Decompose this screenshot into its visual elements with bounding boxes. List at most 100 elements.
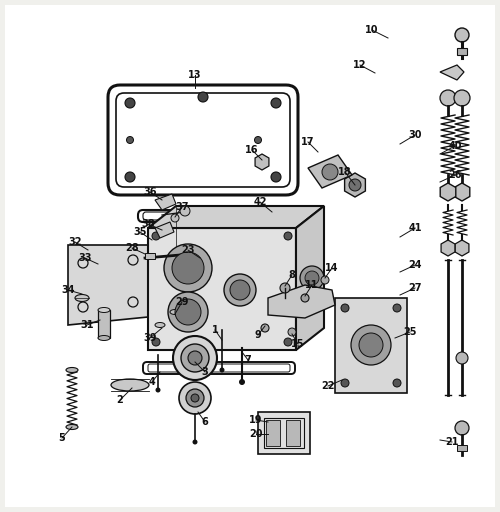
Circle shape — [152, 338, 160, 346]
Circle shape — [454, 90, 470, 106]
Circle shape — [180, 206, 190, 216]
Circle shape — [440, 90, 456, 106]
Text: 18: 18 — [338, 167, 352, 177]
Text: 42: 42 — [254, 197, 267, 207]
Text: 34: 34 — [61, 285, 75, 295]
Circle shape — [284, 232, 292, 240]
Circle shape — [284, 338, 292, 346]
Polygon shape — [255, 154, 269, 170]
Circle shape — [359, 333, 383, 357]
Text: 17: 17 — [301, 137, 315, 147]
Circle shape — [173, 336, 217, 380]
Ellipse shape — [170, 309, 180, 314]
Circle shape — [175, 299, 201, 325]
Text: 24: 24 — [408, 260, 422, 270]
Text: 25: 25 — [403, 327, 417, 337]
Bar — [258, 412, 310, 454]
Circle shape — [322, 164, 338, 180]
Text: 8: 8 — [288, 270, 296, 280]
Ellipse shape — [75, 294, 89, 302]
Ellipse shape — [98, 335, 110, 340]
Ellipse shape — [66, 424, 78, 430]
Circle shape — [125, 98, 135, 108]
Polygon shape — [454, 183, 470, 201]
Text: 5: 5 — [58, 433, 66, 443]
Circle shape — [164, 244, 212, 292]
Bar — [264, 418, 304, 448]
Text: 38: 38 — [141, 219, 155, 229]
Text: 3: 3 — [202, 367, 208, 377]
Text: 11: 11 — [305, 280, 319, 290]
Circle shape — [280, 283, 290, 293]
Circle shape — [125, 172, 135, 182]
Polygon shape — [268, 285, 335, 318]
Circle shape — [254, 137, 262, 143]
Text: 4: 4 — [148, 377, 156, 387]
Polygon shape — [148, 228, 296, 350]
Circle shape — [288, 328, 296, 336]
Bar — [457, 445, 467, 451]
Text: 22: 22 — [321, 381, 335, 391]
Ellipse shape — [155, 323, 165, 328]
Circle shape — [349, 179, 361, 191]
Text: 31: 31 — [80, 320, 94, 330]
Circle shape — [455, 28, 469, 42]
Circle shape — [220, 368, 224, 373]
Polygon shape — [440, 65, 464, 80]
Bar — [145, 253, 155, 259]
Text: 10: 10 — [365, 25, 379, 35]
Text: 37: 37 — [176, 202, 189, 212]
Circle shape — [191, 394, 199, 402]
Polygon shape — [155, 194, 176, 210]
Circle shape — [126, 137, 134, 143]
Circle shape — [305, 271, 319, 285]
Text: 21: 21 — [446, 437, 459, 447]
Circle shape — [351, 325, 391, 365]
Circle shape — [271, 98, 281, 108]
Text: 9: 9 — [254, 330, 262, 340]
Circle shape — [300, 266, 324, 290]
Ellipse shape — [98, 308, 110, 312]
Text: 39: 39 — [144, 333, 157, 343]
Text: 33: 33 — [78, 253, 92, 263]
Circle shape — [271, 172, 281, 182]
Circle shape — [301, 294, 309, 302]
Circle shape — [192, 439, 198, 444]
Text: 19: 19 — [249, 415, 263, 425]
Circle shape — [224, 274, 256, 306]
Bar — [286, 420, 300, 446]
Text: 20: 20 — [249, 429, 263, 439]
Circle shape — [341, 379, 349, 387]
Circle shape — [239, 379, 245, 385]
Circle shape — [261, 324, 269, 332]
Circle shape — [393, 379, 401, 387]
Text: 30: 30 — [408, 130, 422, 140]
Circle shape — [393, 304, 401, 312]
Text: 6: 6 — [202, 417, 208, 427]
Ellipse shape — [111, 379, 149, 391]
Text: 16: 16 — [245, 145, 259, 155]
Polygon shape — [155, 222, 174, 238]
Bar — [457, 48, 467, 55]
Polygon shape — [335, 298, 407, 393]
Circle shape — [152, 232, 160, 240]
Text: 1: 1 — [212, 325, 218, 335]
Ellipse shape — [66, 368, 78, 373]
Circle shape — [455, 421, 469, 435]
Text: 32: 32 — [68, 237, 82, 247]
Text: 27: 27 — [408, 283, 422, 293]
Circle shape — [321, 276, 329, 284]
Text: 28: 28 — [125, 243, 139, 253]
Polygon shape — [148, 206, 324, 228]
Text: 14: 14 — [325, 263, 339, 273]
Circle shape — [168, 292, 208, 332]
Circle shape — [198, 92, 208, 102]
Text: 15: 15 — [291, 339, 305, 349]
Bar — [266, 420, 280, 446]
Text: 41: 41 — [408, 223, 422, 233]
Circle shape — [456, 352, 468, 364]
Polygon shape — [344, 173, 366, 197]
Text: 2: 2 — [116, 395, 123, 405]
Circle shape — [171, 214, 179, 222]
Polygon shape — [308, 155, 352, 188]
